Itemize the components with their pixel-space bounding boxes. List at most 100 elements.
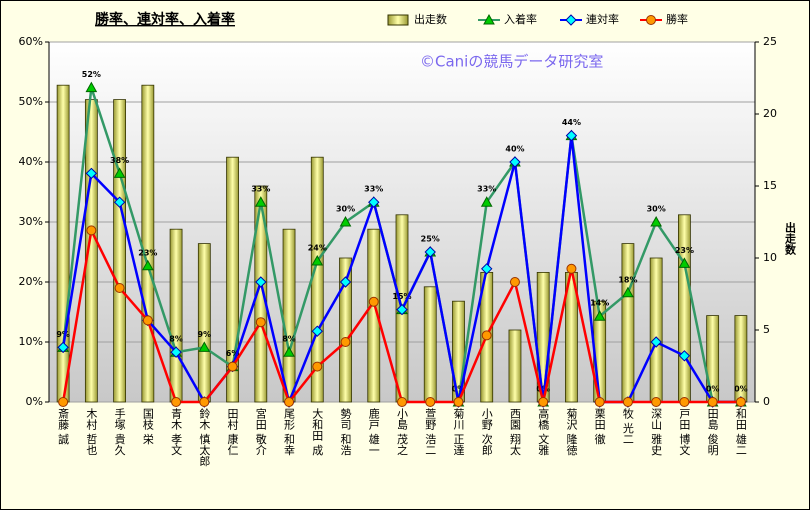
bar: [649, 257, 663, 403]
bar: [367, 228, 381, 403]
x-tick-label: 菊川 正達: [452, 408, 465, 456]
marker: [650, 215, 663, 227]
x-tick-label: 国枝 栄: [141, 408, 154, 445]
marker: [397, 397, 407, 407]
marker: [368, 196, 380, 208]
y-tick-label: 20%: [19, 275, 43, 288]
marker: [646, 15, 656, 25]
bar: [621, 243, 635, 403]
x-tick-label: 萱野 浩二: [424, 408, 437, 456]
marker: [227, 361, 238, 372]
marker: [58, 397, 69, 407]
marker: [284, 397, 295, 407]
marker: [678, 350, 691, 362]
marker: [340, 337, 351, 347]
y2-tick-label: 25: [763, 35, 777, 48]
chart-title: 勝率、連対率、入着率: [95, 11, 235, 28]
legend-label: 出走数: [414, 12, 447, 26]
data-label: 25%: [421, 235, 440, 244]
marker: [622, 397, 633, 407]
y-tick-label: 50%: [19, 95, 43, 108]
legend-swatch: [387, 14, 409, 26]
y2-axis-label: 出走数: [784, 221, 798, 256]
legend-label: 連対率: [586, 12, 619, 26]
x-tick-label: 宮田 敬介: [254, 407, 267, 456]
data-label: 8%: [282, 335, 296, 344]
marker: [679, 397, 690, 407]
data-label: 18%: [618, 275, 637, 284]
data-label: 9%: [56, 330, 70, 339]
y2-tick-label: 15: [763, 179, 777, 192]
bar: [254, 185, 268, 403]
marker: [707, 397, 718, 407]
x-tick-label: 小島 茂之: [396, 408, 409, 456]
marker: [339, 215, 352, 227]
bar: [282, 228, 296, 403]
x-tick-label: 手塚 貴久: [113, 407, 126, 456]
marker: [650, 336, 662, 348]
y-tick-label: 60%: [19, 35, 43, 48]
x-tick-label: 大和田 成: [311, 407, 324, 456]
x-tick-label: 菊沢 隆徳: [565, 408, 578, 456]
data-label: 14%: [590, 299, 609, 308]
marker: [453, 397, 464, 407]
data-label: 9%: [198, 330, 212, 339]
marker: [593, 310, 606, 321]
bar: [226, 156, 239, 403]
x-tick-label: 栗田 徹: [593, 408, 606, 445]
y2-tick-label: 10: [763, 251, 777, 264]
data-label: 6%: [226, 349, 240, 358]
marker: [57, 341, 69, 354]
x-tick-label: 西園 翔太: [508, 408, 521, 456]
marker: [339, 276, 352, 288]
data-label: 23%: [138, 248, 157, 257]
x-tick-label: 小野 次郎: [480, 408, 493, 456]
marker: [312, 361, 323, 372]
marker: [481, 330, 492, 341]
data-label: 0%: [536, 385, 550, 394]
marker: [425, 397, 436, 407]
bar: [169, 228, 183, 403]
marker: [86, 225, 97, 236]
marker: [199, 397, 210, 407]
x-tick-label: 青木 孝文: [170, 408, 183, 456]
marker: [85, 167, 98, 180]
x-tick-label: 鈴木 慎太郎: [198, 407, 211, 467]
x-tick-label: 鹿戸 雄一: [367, 407, 380, 456]
data-label: 15%: [392, 292, 411, 301]
x-tick-label: 戸田 博文: [678, 408, 691, 456]
x-tick-label: 高橋 文雅: [537, 407, 550, 456]
x-tick-label: 田村 康仁: [226, 408, 239, 456]
marker: [651, 397, 662, 407]
marker: [509, 156, 521, 168]
y-tick-label: 10%: [19, 335, 43, 348]
marker: [622, 286, 634, 298]
marker: [171, 397, 182, 407]
marker: [283, 346, 295, 357]
x-tick-label: 深山 雅史: [650, 408, 663, 456]
watermark: ©Caniの競馬データ研究室: [420, 53, 603, 71]
x-tick-label: 勢司 和浩: [339, 407, 352, 456]
marker: [141, 259, 154, 271]
data-label: 33%: [251, 185, 270, 194]
bar: [141, 84, 155, 403]
bar: [678, 214, 691, 403]
legend-label: 入着率: [504, 12, 537, 26]
marker: [565, 129, 578, 142]
bar: [56, 84, 70, 403]
bar: [113, 99, 126, 403]
x-tick-label: 斎藤 誠: [57, 407, 70, 445]
marker: [255, 276, 267, 288]
marker: [114, 283, 125, 293]
marker: [311, 254, 324, 266]
marker: [480, 196, 493, 207]
marker: [483, 13, 495, 25]
marker: [311, 325, 323, 337]
x-tick-label: 和田 雄二: [734, 408, 747, 456]
y2-tick-label: 5: [763, 323, 770, 336]
y-tick-label: 40%: [19, 155, 43, 168]
marker: [735, 397, 746, 407]
marker: [254, 196, 267, 207]
marker: [594, 397, 605, 407]
